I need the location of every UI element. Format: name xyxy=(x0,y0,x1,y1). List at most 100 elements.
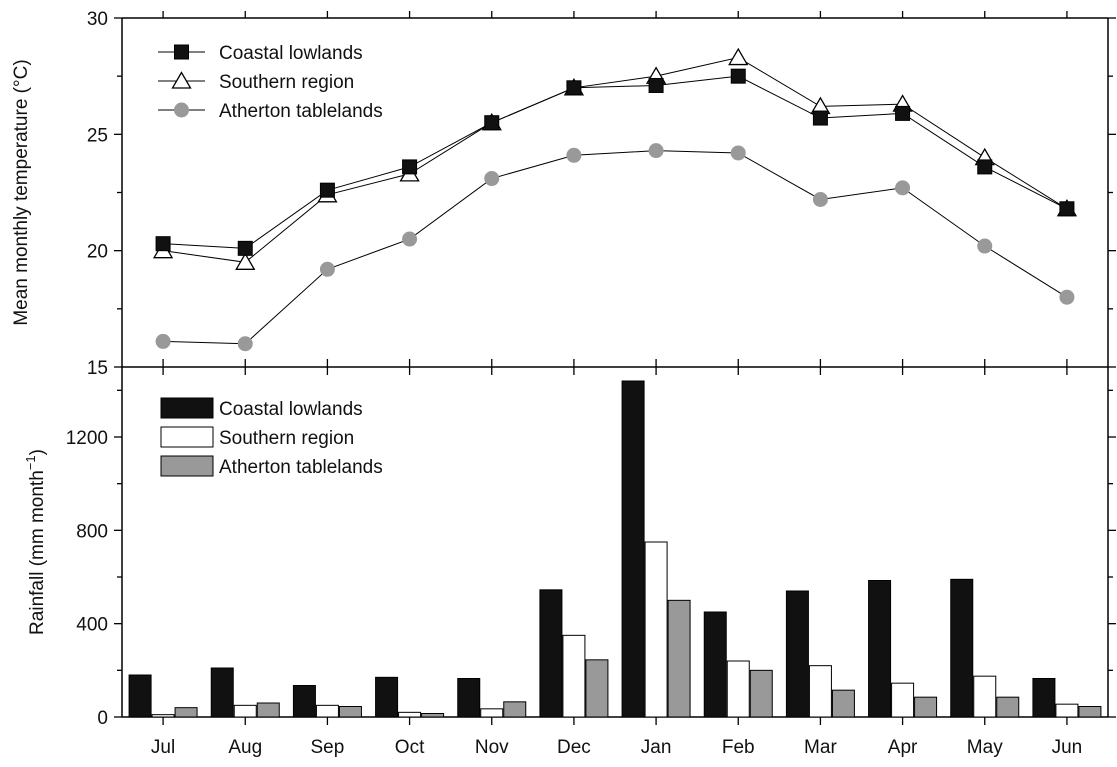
temperature-series-line-0 xyxy=(163,75,1068,249)
temperature-legend-marker xyxy=(174,44,189,60)
rainfall-bar-1 xyxy=(726,660,750,718)
rainfall-y-axis-title-main: Rainfall (mm month xyxy=(27,470,48,635)
rainfall-legend-label: Atherton tablelands xyxy=(219,457,383,478)
temperature-y-tick-label: 20 xyxy=(87,242,108,263)
rainfall-bar-2 xyxy=(503,701,527,718)
rainfall-bar-1 xyxy=(1055,703,1079,718)
rainfall-bar-0 xyxy=(128,674,152,718)
temperature-y-tick-label: 15 xyxy=(87,358,108,379)
rainfall-bar-2 xyxy=(174,707,198,718)
rainfall-x-tick-label: Dec xyxy=(557,737,591,758)
rainfall-x-tick-label: Jul xyxy=(151,737,175,758)
rainfall-bar-0 xyxy=(785,590,809,718)
rainfall-bar-1 xyxy=(398,711,422,718)
rainfall-bar-0 xyxy=(292,685,316,718)
rainfall-x-tick-label: May xyxy=(967,737,1003,758)
temperature-legend-label: Southern region xyxy=(219,72,354,93)
rainfall-bar-0 xyxy=(703,611,727,718)
rainfall-x-tick-label: Aug xyxy=(228,737,262,758)
temperature-y-tick-label: 30 xyxy=(87,9,108,30)
rainfall-y-tick-label: 400 xyxy=(76,615,108,636)
rainfall-bar-0 xyxy=(950,578,974,718)
rainfall-x-tick-label: Apr xyxy=(888,737,918,758)
rainfall-bar-2 xyxy=(914,696,938,718)
temperature-series-line-2 xyxy=(163,150,1068,345)
rainfall-bar-0 xyxy=(868,580,892,718)
rainfall-bar-1 xyxy=(233,704,257,718)
rainfall-legend-swatch xyxy=(160,397,214,419)
rainfall-bar-2 xyxy=(421,713,445,718)
temperature-point-0 xyxy=(895,105,911,121)
rainfall-y-tick-label: 1200 xyxy=(66,428,108,449)
rainfall-bar-2 xyxy=(338,706,362,718)
temperature-point-0 xyxy=(402,159,418,175)
rainfall-bar-1 xyxy=(315,704,339,718)
temperature-point-2 xyxy=(1059,289,1075,305)
temperature-legend-marker xyxy=(171,71,192,89)
rainfall-x-tick-label: Jan xyxy=(641,737,672,758)
temperature-point-0 xyxy=(977,159,993,175)
rainfall-y-tick-label: 800 xyxy=(76,521,108,542)
temperature-point-0 xyxy=(812,110,828,126)
temperature-point-0 xyxy=(566,80,582,96)
rainfall-bar-2 xyxy=(256,702,280,718)
temperature-point-1 xyxy=(728,47,749,66)
rainfall-x-tick-label: Jun xyxy=(1052,737,1083,758)
rainfall-legend-label: Southern region xyxy=(219,428,354,449)
rainfall-bar-1 xyxy=(891,682,915,718)
rainfall-bar-2 xyxy=(831,689,855,718)
rainfall-bar-1 xyxy=(151,714,175,718)
rainfall-legend-swatch xyxy=(160,426,214,448)
rainfall-x-tick-label: Sep xyxy=(311,737,345,758)
temperature-point-0 xyxy=(484,115,500,131)
rainfall-bar-0 xyxy=(539,589,563,718)
temperature-point-0 xyxy=(730,68,746,84)
rainfall-bar-0 xyxy=(375,676,399,718)
rainfall-x-tick-label: Mar xyxy=(804,737,837,758)
temperature-point-2 xyxy=(812,191,828,207)
temperature-series-line-1 xyxy=(163,57,1068,263)
temperature-point-0 xyxy=(648,77,664,93)
rainfall-bar-1 xyxy=(973,675,997,718)
rainfall-legend-swatch xyxy=(160,455,214,477)
temperature-point-2 xyxy=(402,231,418,247)
temperature-point-0 xyxy=(237,240,253,256)
temperature-point-1 xyxy=(235,252,256,270)
temperature-legend-marker xyxy=(174,102,189,118)
rainfall-bar-2 xyxy=(749,669,773,718)
temperature-panel: 15 20 25 30 Mean monthly temperature (°C) Coa… xyxy=(11,9,1116,379)
temperature-point-2 xyxy=(977,238,993,254)
temperature-point-2 xyxy=(155,333,171,349)
temperature-point-2 xyxy=(237,336,253,352)
temperature-point-2 xyxy=(566,147,582,163)
rainfall-bar-2 xyxy=(585,659,609,718)
rainfall-bar-0 xyxy=(210,667,234,718)
rainfall-bar-1 xyxy=(480,708,504,718)
rainfall-bar-0 xyxy=(1032,678,1056,718)
temperature-point-2 xyxy=(648,143,664,159)
temperature-point-0 xyxy=(155,236,171,252)
rainfall-panel: 0 400 800 1200 Jul Aug Sep Oct Nov Dec Jan Feb Mar Ap… xyxy=(23,359,1116,758)
temperature-legend-label: Coastal lowlands xyxy=(219,43,363,64)
rainfall-y-axis-title-superscript: −1 xyxy=(23,455,38,470)
temperature-y-tick-label: 25 xyxy=(87,125,108,146)
temperature-point-0 xyxy=(319,182,335,198)
rainfall-bar-1 xyxy=(808,665,832,718)
temperature-legend-label: Atherton tablelands xyxy=(219,101,383,122)
rainfall-bar-2 xyxy=(667,599,691,718)
rainfall-legend-label: Coastal lowlands xyxy=(219,399,363,420)
rainfall-x-tick-label: Oct xyxy=(395,737,425,758)
rainfall-y-tick-label: 0 xyxy=(97,708,108,729)
rainfall-bar-1 xyxy=(644,541,668,718)
temperature-point-2 xyxy=(730,145,746,161)
temperature-point-2 xyxy=(319,261,335,277)
rainfall-y-axis-title: Rainfall (mm month−1) xyxy=(23,449,48,635)
rainfall-bar-1 xyxy=(562,634,586,718)
rainfall-bar-0 xyxy=(457,678,481,718)
rainfall-x-tick-label: Feb xyxy=(722,737,755,758)
rainfall-x-tick-label: Nov xyxy=(475,737,509,758)
temperature-point-2 xyxy=(484,171,500,187)
temperature-point-0 xyxy=(1059,201,1075,217)
rainfall-bar-2 xyxy=(1078,706,1102,718)
